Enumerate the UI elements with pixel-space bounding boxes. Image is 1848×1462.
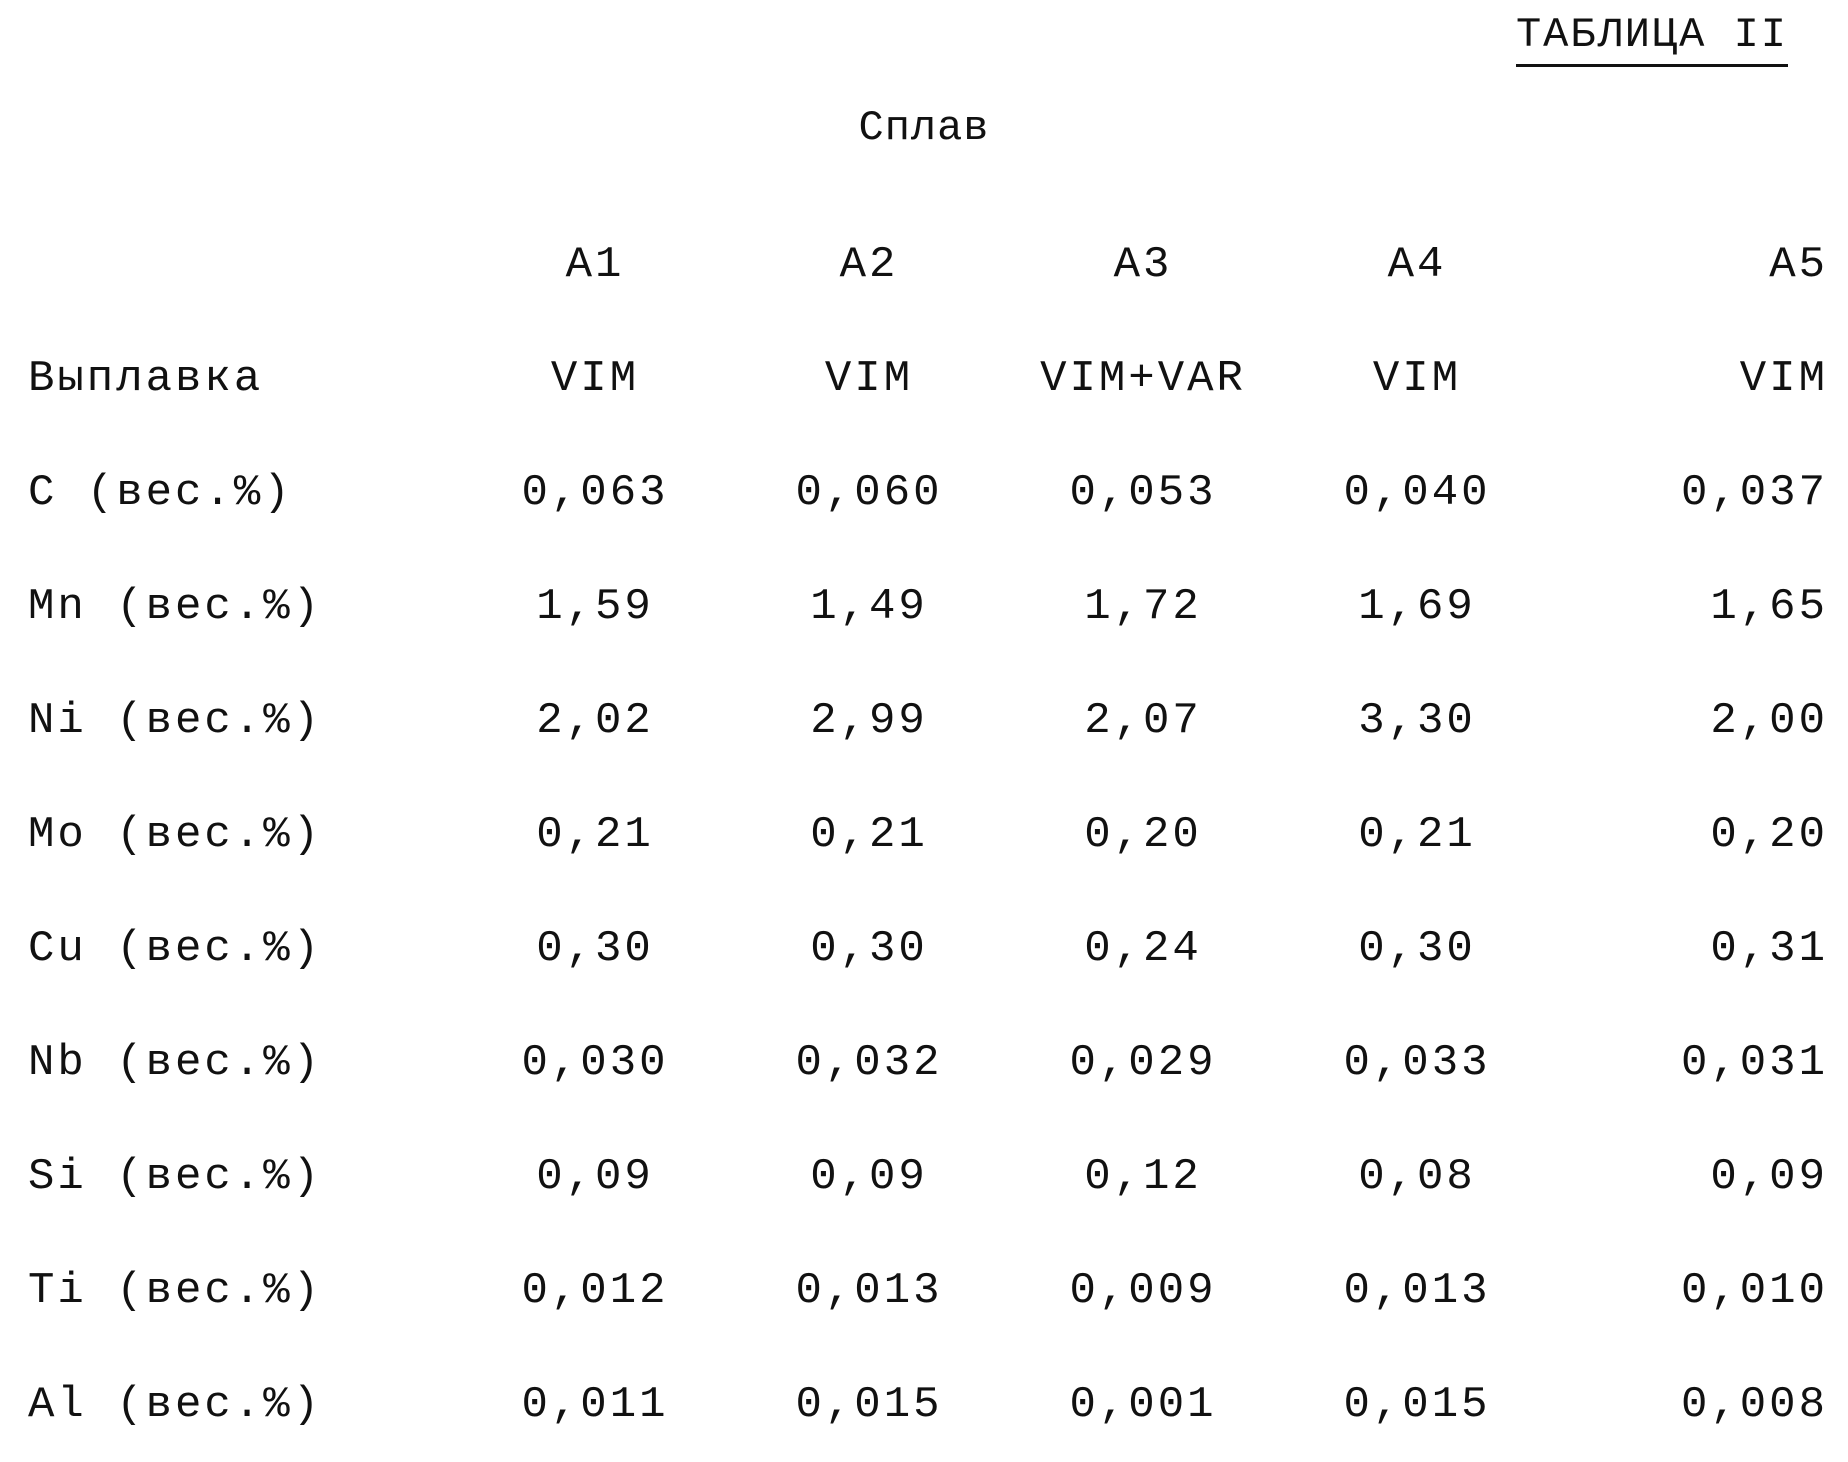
column-header: A3 [1006,208,1280,322]
table-cell: 0,24 [1006,892,1280,1006]
table-cell: 0,12 [1006,1120,1280,1234]
table-cell: 0,21 [1280,778,1554,892]
table-cell: 0,09 [458,1120,732,1234]
table-title: ТАБЛИЦА II [1516,12,1788,67]
column-header: A5 [1554,208,1828,322]
table-row: Mn (вес.%)1,591,491,721,691,65 [28,550,1828,664]
row-label: Cu (вес.%) [28,892,458,1006]
table-cell: 0,20 [1006,778,1280,892]
table-cell: 0,30 [1280,892,1554,1006]
table-cell: 0,21 [732,778,1006,892]
table-cell: 0,037 [1554,436,1828,550]
table-cell: 1,49 [732,550,1006,664]
row-label: Mo (вес.%) [28,778,458,892]
table-row: Mo (вес.%)0,210,210,200,210,20 [28,778,1828,892]
table-cell: 0,040 [1280,436,1554,550]
alloy-composition-table: A1 A2 A3 A4 A5 ВыплавкаVIMVIMVIM+VARVIMV… [28,208,1828,1462]
table-cell: 0,033 [1280,1006,1554,1120]
table-cell: 0,013 [1280,1234,1554,1348]
column-header: A2 [732,208,1006,322]
table-cell: 0,060 [732,436,1006,550]
table-cell: 1,72 [1006,550,1280,664]
table-cell: 1,69 [1280,550,1554,664]
table-row: Nb (вес.%)0,0300,0320,0290,0330,031 [28,1006,1828,1120]
table-cell: 0,011 [458,1348,732,1462]
table-row: Si (вес.%)0,090,090,120,080,09 [28,1120,1828,1234]
row-label: Выплавка [28,322,458,436]
table-cell: 0,20 [1554,778,1828,892]
row-label: Al (вес.%) [28,1348,458,1462]
table-cell: VIM [732,322,1006,436]
table-cell: 0,008 [1554,1348,1828,1462]
row-label: Si (вес.%) [28,1120,458,1234]
table-cell: 2,02 [458,664,732,778]
table-cell: 0,053 [1006,436,1280,550]
table-cell: VIM [1554,322,1828,436]
table-cell: 2,07 [1006,664,1280,778]
table-caption: Сплав [0,104,1848,152]
table-cell: 0,09 [732,1120,1006,1234]
table-row: Ni (вес.%)2,022,992,073,302,00 [28,664,1828,778]
table-cell: 0,010 [1554,1234,1828,1348]
table-cell: 0,31 [1554,892,1828,1006]
table-cell: 0,031 [1554,1006,1828,1120]
table-cell: 0,001 [1006,1348,1280,1462]
table-cell: 0,013 [732,1234,1006,1348]
header-row: A1 A2 A3 A4 A5 [28,208,1828,322]
table-row: Cu (вес.%)0,300,300,240,300,31 [28,892,1828,1006]
column-header: A1 [458,208,732,322]
table-row: Al (вес.%)0,0110,0150,0010,0150,008 [28,1348,1828,1462]
table-cell: 1,59 [458,550,732,664]
table-cell: VIM+VAR [1006,322,1280,436]
table-cell: 0,21 [458,778,732,892]
table-cell: 0,012 [458,1234,732,1348]
table-cell: 3,30 [1280,664,1554,778]
header-row-label [28,208,458,322]
row-label: C (вес.%) [28,436,458,550]
table-cell: 0,30 [458,892,732,1006]
table-cell: 0,029 [1006,1006,1280,1120]
table-cell: 0,009 [1006,1234,1280,1348]
table-cell: 0,032 [732,1006,1006,1120]
row-label: Nb (вес.%) [28,1006,458,1120]
table-cell: 1,65 [1554,550,1828,664]
table-cell: 0,063 [458,436,732,550]
table-cell: 0,08 [1280,1120,1554,1234]
table-cell: 2,99 [732,664,1006,778]
row-label: Ni (вес.%) [28,664,458,778]
table-cell: 0,030 [458,1006,732,1120]
table-cell: 0,015 [1280,1348,1554,1462]
table-row: Ti (вес.%)0,0120,0130,0090,0130,010 [28,1234,1828,1348]
table-cell: 0,09 [1554,1120,1828,1234]
table-cell: VIM [458,322,732,436]
table-cell: 0,015 [732,1348,1006,1462]
table-cell: 2,00 [1554,664,1828,778]
column-header: A4 [1280,208,1554,322]
table-row: C (вес.%)0,0630,0600,0530,0400,037 [28,436,1828,550]
row-label: Ti (вес.%) [28,1234,458,1348]
table-cell: VIM [1280,322,1554,436]
row-label: Mn (вес.%) [28,550,458,664]
table-cell: 0,30 [732,892,1006,1006]
table-row: ВыплавкаVIMVIMVIM+VARVIMVIM [28,322,1828,436]
